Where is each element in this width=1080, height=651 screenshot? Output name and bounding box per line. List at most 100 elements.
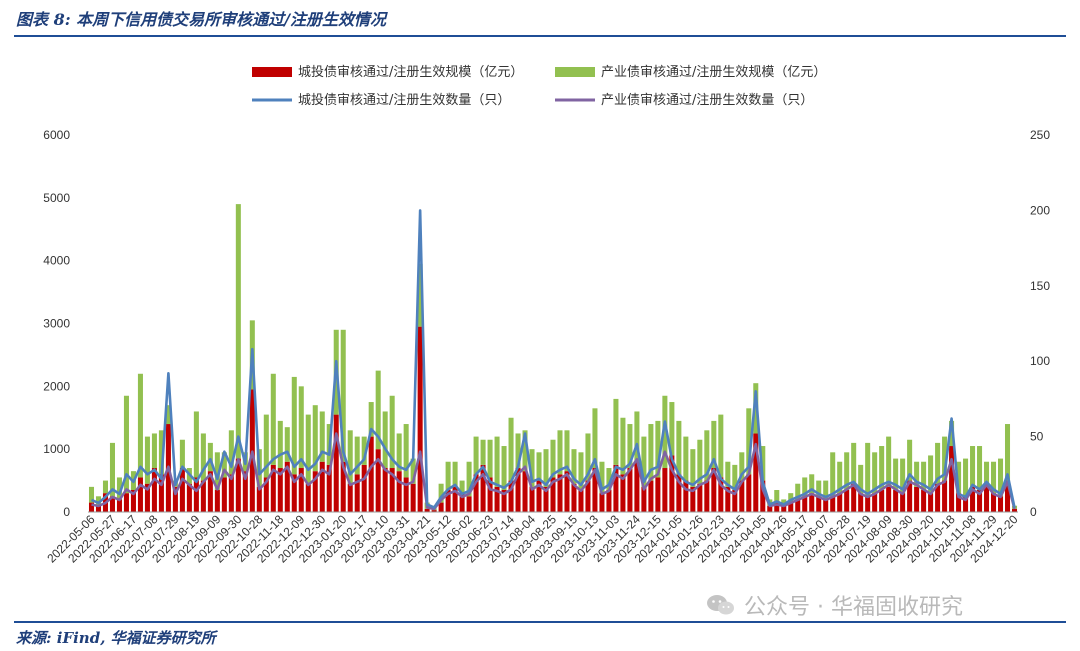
bar-industrial-scale [620, 417, 626, 475]
bar-industrial-scale [95, 496, 102, 506]
bar-urban-scale [585, 480, 591, 512]
bar-urban-scale [858, 493, 864, 512]
bar-industrial-scale [683, 436, 689, 481]
bar-urban-scale [270, 464, 276, 512]
bar-urban-scale [935, 483, 941, 512]
bar-urban-scale [340, 461, 346, 512]
bar-industrial-scale [984, 461, 990, 487]
bar-urban-scale [865, 496, 871, 512]
bar-urban-scale [116, 499, 122, 512]
bar-industrial-scale [641, 436, 647, 487]
bar-industrial-scale [970, 446, 976, 487]
bar-industrial-scale [585, 433, 591, 481]
bar-industrial-scale [102, 480, 108, 494]
bar-urban-scale [417, 326, 423, 512]
bar-industrial-scale [697, 439, 703, 484]
bar-industrial-scale [921, 461, 927, 491]
bar-industrial-scale [445, 461, 451, 491]
bar-industrial-scale [305, 414, 311, 484]
bar-urban-scale [795, 499, 801, 512]
bar-urban-scale [291, 474, 297, 512]
bar-industrial-scale [823, 480, 829, 500]
bar-urban-scale [809, 493, 815, 512]
bar-urban-scale [620, 474, 626, 512]
bar-industrial-scale [550, 439, 556, 478]
bar-industrial-scale [298, 386, 304, 469]
bar-industrial-scale [578, 452, 584, 491]
y-right-tick-label: 0 [1030, 505, 1037, 519]
bar-urban-scale [550, 477, 556, 512]
bar-urban-scale [1011, 508, 1018, 512]
bar-industrial-scale [396, 433, 402, 472]
bar-urban-scale [732, 490, 738, 512]
bar-urban-scale [571, 483, 577, 512]
bar-urban-scale [893, 490, 899, 512]
bar-urban-scale [333, 414, 339, 512]
bar-industrial-scale [466, 461, 472, 497]
bar-urban-scale [403, 477, 409, 512]
legend: 城投债审核通过/注册生效规模（亿元） 产业债审核通过/注册生效规模（亿元） 城投… [252, 64, 826, 108]
bar-industrial-scale [494, 436, 500, 487]
bar-industrial-scale [879, 446, 885, 491]
bar-industrial-scale [662, 395, 668, 469]
bar-industrial-scale [928, 455, 934, 494]
bar-urban-scale [130, 490, 136, 512]
bar-urban-scale [319, 461, 325, 512]
bar-industrial-scale [893, 458, 899, 491]
y-left-tick-label: 1000 [43, 442, 70, 456]
bar-industrial-scale [270, 373, 276, 465]
bar-urban-scale [830, 496, 836, 512]
bar-industrial-scale [403, 424, 409, 478]
bar-industrial-scale [830, 452, 836, 497]
top-rule [14, 35, 1066, 37]
bar-urban-scale [900, 493, 906, 512]
bar-urban-scale [123, 493, 129, 512]
bar-urban-scale [137, 477, 143, 512]
bar-industrial-scale [319, 411, 325, 462]
bar-urban-scale [389, 468, 395, 512]
bar-urban-scale [837, 493, 843, 512]
y-right-tick-label: 50 [1030, 430, 1044, 444]
bar-industrial-scale [816, 480, 822, 497]
bar-industrial-scale [200, 433, 206, 481]
legend-swatch-industrial-bar [555, 67, 595, 77]
bar-urban-scale [144, 483, 150, 512]
bar-urban-scale [613, 464, 619, 512]
bar-urban-scale [914, 486, 920, 512]
bar-urban-scale [277, 468, 283, 512]
bar-industrial-scale [865, 442, 871, 497]
bar-industrial-scale [452, 461, 458, 487]
bar-urban-scale [361, 464, 367, 512]
bar-industrial-scale [858, 464, 864, 494]
bar-urban-scale [480, 464, 486, 512]
bar-industrial-scale [676, 420, 682, 475]
bar-industrial-scale [529, 449, 535, 487]
bar-industrial-scale [774, 490, 780, 503]
bar-urban-scale [438, 502, 444, 512]
bar-industrial-scale [221, 452, 227, 478]
bar-urban-scale [921, 490, 927, 512]
bar-industrial-scale [144, 436, 150, 484]
bar-urban-scale [508, 480, 514, 512]
bar-urban-scale [501, 490, 507, 512]
bar-urban-scale [760, 480, 766, 512]
bar-urban-scale [984, 486, 990, 512]
bar-industrial-scale [788, 493, 794, 503]
bar-industrial-scale [592, 408, 598, 469]
bar-industrial-scale [613, 398, 619, 465]
bar-industrial-scale [935, 442, 941, 484]
bar-industrial-scale [389, 395, 395, 469]
watermark: 公众号 · 华福固收研究 [706, 589, 963, 621]
bar-urban-scale [522, 471, 528, 512]
bar-industrial-scale [725, 461, 731, 487]
bottom-rule [14, 621, 1066, 623]
y-right-tick-label: 250 [1030, 128, 1050, 142]
line-urban-count [90, 209, 1016, 509]
bar-industrial-scale [291, 376, 297, 475]
bar-industrial-scale [886, 436, 892, 487]
y-left-tick-label: 5000 [43, 191, 70, 205]
y-left-tick-label: 4000 [43, 254, 70, 268]
bar-industrial-scale [942, 436, 948, 481]
bar-urban-scale [263, 477, 269, 512]
bar-urban-scale [487, 477, 493, 512]
